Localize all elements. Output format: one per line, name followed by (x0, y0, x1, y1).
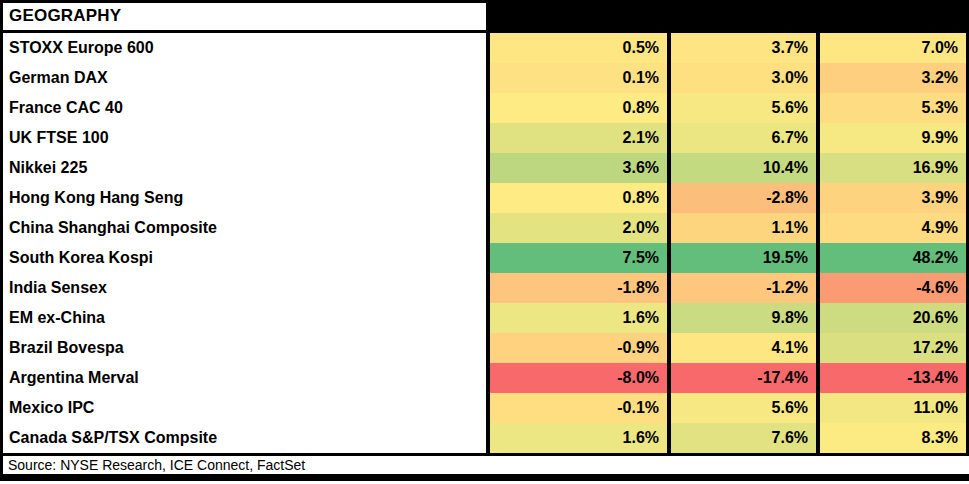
value-cell-col2: 9.8% (671, 303, 820, 333)
row-label: German DAX (0, 63, 490, 93)
value-cell-col2: 5.6% (671, 393, 820, 423)
table-row: France CAC 40 0.8% 5.6% 5.3% (0, 93, 969, 123)
value-cell-col3: 16.9% (820, 153, 969, 183)
row-label: India Sensex (0, 273, 490, 303)
source-note: Source: NYSE Research, ICE Connect, Fact… (0, 456, 969, 474)
value-cell-col1: 0.5% (490, 33, 671, 63)
row-label: Argentina Merval (0, 363, 490, 393)
value-cell-col2: 5.6% (671, 93, 820, 123)
value-cell-col1: 2.1% (490, 123, 671, 153)
value-cell-col2: 10.4% (671, 153, 820, 183)
value-cell-col3: 17.2% (820, 333, 969, 363)
value-cell-col1: 3.6% (490, 153, 671, 183)
row-label: Hong Kong Hang Seng (0, 183, 490, 213)
value-cell-col2: 4.1% (671, 333, 820, 363)
table-body: STOXX Europe 600 0.5% 3.7% 7.0% German D… (0, 33, 969, 456)
bottom-black-bar (0, 474, 969, 481)
row-label: China Shanghai Composite (0, 213, 490, 243)
value-cell-col3: 5.3% (820, 93, 969, 123)
table-row: Mexico IPC -0.1% 5.6% 11.0% (0, 393, 969, 423)
value-cell-col1: 1.6% (490, 423, 671, 453)
table-row: Argentina Merval -8.0% -17.4% -13.4% (0, 363, 969, 393)
value-cell-col2: 1.1% (671, 213, 820, 243)
row-label: STOXX Europe 600 (0, 33, 490, 63)
row-label: Mexico IPC (0, 393, 490, 423)
value-cell-col1: 0.8% (490, 93, 671, 123)
row-label: EM ex-China (0, 303, 490, 333)
value-cell-col3: 8.3% (820, 423, 969, 453)
value-cell-col2: 6.7% (671, 123, 820, 153)
table-row: South Korea Kospi 7.5% 19.5% 48.2% (0, 243, 969, 273)
value-cell-col1: -1.8% (490, 273, 671, 303)
value-cell-col3: 48.2% (820, 243, 969, 273)
value-cell-col3: 11.0% (820, 393, 969, 423)
table-row: UK FTSE 100 2.1% 6.7% 9.9% (0, 123, 969, 153)
value-cell-col1: 7.5% (490, 243, 671, 273)
value-cell-col3: 9.9% (820, 123, 969, 153)
value-cell-col2: -1.2% (671, 273, 820, 303)
value-cell-col2: -2.8% (671, 183, 820, 213)
table-title: GEOGRAPHY (0, 0, 490, 33)
value-cell-col2: 3.7% (671, 33, 820, 63)
value-cell-col2: 7.6% (671, 423, 820, 453)
value-cell-col1: -0.9% (490, 333, 671, 363)
value-cell-col3: 3.9% (820, 183, 969, 213)
value-cell-col3: -13.4% (820, 363, 969, 393)
value-cell-col2: 3.0% (671, 63, 820, 93)
redacted-column-headers-bar (490, 0, 969, 33)
table-row: Brazil Bovespa -0.9% 4.1% 17.2% (0, 333, 969, 363)
value-cell-col3: 20.6% (820, 303, 969, 333)
row-label: South Korea Kospi (0, 243, 490, 273)
value-cell-col3: 3.2% (820, 63, 969, 93)
value-cell-col1: 0.1% (490, 63, 671, 93)
value-cell-col1: 2.0% (490, 213, 671, 243)
row-label: Canada S&P/TSX Compsite (0, 423, 490, 453)
geography-heatmap-table: GEOGRAPHY STOXX Europe 600 0.5% 3.7% 7.0… (0, 0, 969, 484)
table-header-row: GEOGRAPHY (0, 0, 969, 33)
value-cell-col2: 19.5% (671, 243, 820, 273)
row-label: France CAC 40 (0, 93, 490, 123)
table-row: STOXX Europe 600 0.5% 3.7% 7.0% (0, 33, 969, 63)
value-cell-col1: -8.0% (490, 363, 671, 393)
table-row: Nikkei 225 3.6% 10.4% 16.9% (0, 153, 969, 183)
value-cell-col3: 4.9% (820, 213, 969, 243)
value-cell-col3: -4.6% (820, 273, 969, 303)
table-row: EM ex-China 1.6% 9.8% 20.6% (0, 303, 969, 333)
table-row: Hong Kong Hang Seng 0.8% -2.8% 3.9% (0, 183, 969, 213)
table-row: India Sensex -1.8% -1.2% -4.6% (0, 273, 969, 303)
row-label: Nikkei 225 (0, 153, 490, 183)
value-cell-col1: 0.8% (490, 183, 671, 213)
table-row: China Shanghai Composite 2.0% 1.1% 4.9% (0, 213, 969, 243)
value-cell-col3: 7.0% (820, 33, 969, 63)
value-cell-col1: 1.6% (490, 303, 671, 333)
value-cell-col1: -0.1% (490, 393, 671, 423)
table-row: Canada S&P/TSX Compsite 1.6% 7.6% 8.3% (0, 423, 969, 453)
table-row: German DAX 0.1% 3.0% 3.2% (0, 63, 969, 93)
row-label: Brazil Bovespa (0, 333, 490, 363)
value-cell-col2: -17.4% (671, 363, 820, 393)
row-label: UK FTSE 100 (0, 123, 490, 153)
